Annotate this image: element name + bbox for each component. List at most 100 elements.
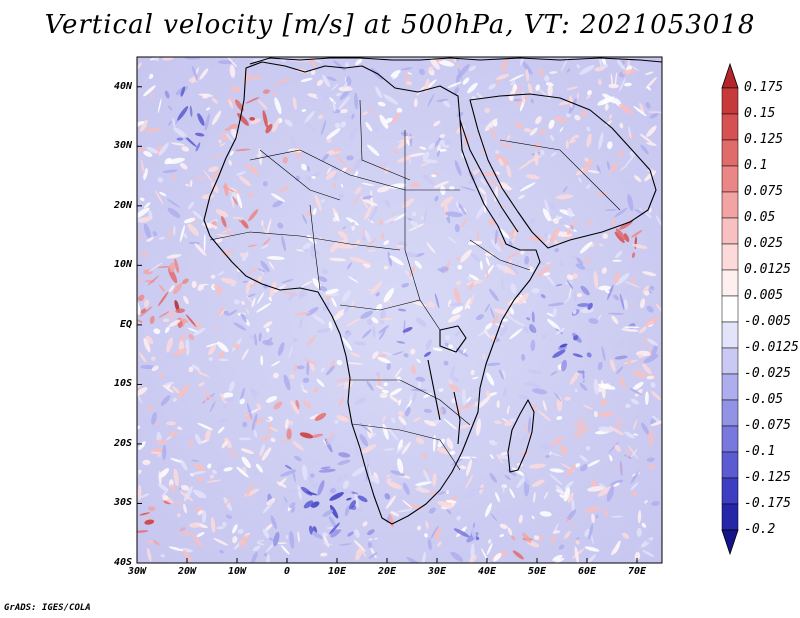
field-cell — [311, 532, 323, 539]
field-cell — [484, 252, 494, 257]
field-cell — [383, 94, 399, 105]
field-cell — [334, 153, 346, 167]
field-cell — [486, 372, 495, 386]
field-cell — [617, 416, 621, 431]
field-cell — [623, 233, 630, 243]
field-cell — [248, 268, 257, 274]
field-cell — [475, 418, 482, 436]
field-cell — [412, 301, 427, 307]
field-cell — [648, 345, 652, 359]
field-cell — [262, 181, 268, 187]
field-cell — [266, 256, 285, 260]
colorbar-level-label: -0.1 — [744, 444, 776, 459]
field-cell — [181, 318, 189, 323]
field-cell — [433, 180, 449, 189]
field-cell — [477, 227, 480, 245]
field-cell — [197, 113, 205, 126]
field-cell — [299, 318, 303, 329]
field-cell — [161, 490, 168, 497]
colorbar-bin — [721, 87, 739, 115]
field-cell — [630, 491, 638, 496]
field-cell — [539, 535, 547, 548]
field-cell — [194, 463, 206, 472]
field-cell — [139, 493, 150, 499]
field-cell — [213, 537, 229, 546]
field-cell — [256, 291, 265, 305]
field-cell — [531, 288, 540, 294]
field-cell — [339, 238, 349, 245]
field-cell — [408, 157, 411, 165]
field-cell — [350, 491, 358, 495]
field-cell — [191, 459, 200, 462]
field-cell — [273, 284, 287, 293]
field-cell — [480, 172, 498, 177]
field-cell — [183, 217, 196, 224]
field-cell — [156, 456, 164, 460]
field-cell — [342, 480, 350, 489]
field-cell — [490, 513, 498, 522]
field-cell — [336, 476, 342, 484]
field-cell — [364, 229, 371, 243]
field-cell — [614, 444, 621, 452]
field-cell — [379, 317, 393, 321]
field-cell — [261, 219, 264, 227]
field-cell — [258, 332, 262, 342]
field-cell — [457, 58, 468, 74]
field-cell — [474, 521, 480, 535]
field-cell — [579, 464, 588, 472]
field-cell — [321, 153, 330, 162]
field-cell — [215, 324, 218, 330]
field-cell — [428, 142, 436, 150]
field-cell — [443, 360, 449, 366]
field-cell — [506, 252, 520, 259]
field-cell — [518, 186, 522, 190]
field-cell — [587, 459, 600, 467]
field-cell — [151, 412, 157, 425]
field-cell — [167, 105, 173, 111]
field-cell — [438, 388, 444, 392]
red-sea — [459, 119, 519, 233]
field-cell — [528, 326, 534, 333]
field-cell — [140, 308, 147, 314]
field-cell — [402, 327, 413, 333]
field-cell — [257, 99, 268, 110]
field-cell — [191, 65, 199, 82]
field-cell — [449, 384, 460, 392]
field-cell — [320, 466, 331, 470]
field-cell — [454, 330, 461, 337]
field-cell — [517, 292, 530, 305]
field-cell — [137, 276, 142, 281]
x-tick-label: 10W — [227, 566, 247, 577]
field-cell — [211, 110, 222, 126]
field-cell — [192, 210, 204, 221]
field-cell — [144, 202, 151, 209]
field-cell — [236, 466, 249, 478]
field-cell — [338, 96, 351, 110]
field-cell — [216, 526, 225, 530]
field-cell — [433, 528, 441, 540]
field-cell — [531, 515, 535, 520]
field-cell — [574, 546, 579, 563]
field-cell — [290, 135, 298, 149]
field-cell — [404, 251, 418, 258]
field-cell — [527, 83, 533, 96]
field-cell — [461, 402, 475, 410]
field-cell — [607, 312, 625, 315]
field-cell — [406, 556, 422, 563]
field-cell — [522, 532, 532, 543]
field-cell — [644, 170, 657, 182]
field-cell — [171, 130, 180, 146]
field-cell — [336, 92, 342, 97]
field-cell — [555, 194, 574, 200]
field-cell — [395, 444, 405, 454]
field-cell — [601, 464, 609, 468]
field-cell — [598, 383, 616, 390]
field-cell — [594, 66, 605, 72]
field-cell — [314, 194, 322, 212]
field-cell — [195, 492, 202, 499]
field-cell — [415, 376, 426, 382]
field-cell — [608, 425, 624, 436]
field-cell — [397, 308, 407, 312]
field-cell — [146, 547, 152, 562]
field-cell — [325, 170, 337, 180]
